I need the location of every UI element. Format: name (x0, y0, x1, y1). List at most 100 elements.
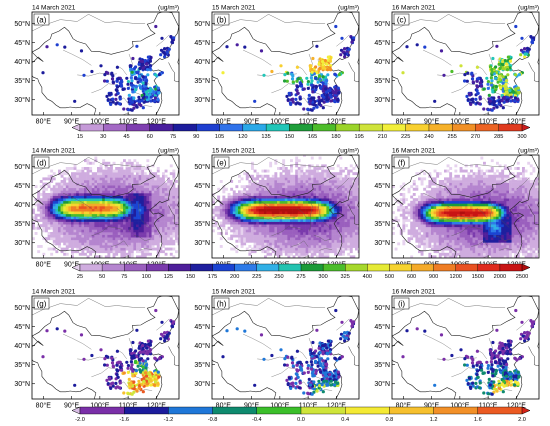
site-dot (471, 97, 475, 101)
site-dot (152, 90, 156, 94)
field-cell (99, 203, 103, 207)
site-dot (501, 63, 505, 67)
field-cell (305, 180, 309, 183)
field-cell (167, 190, 171, 194)
field-cell (112, 211, 116, 215)
field-cell (292, 216, 296, 220)
field-cell (344, 206, 348, 209)
field-cell (305, 234, 309, 238)
field-cell (402, 224, 406, 228)
field-cell (146, 229, 150, 233)
field-cell (55, 185, 59, 189)
field-cell (162, 208, 165, 212)
field-cell (271, 224, 275, 228)
field-cell (104, 255, 108, 258)
field-cell (253, 198, 257, 202)
field-cell (339, 252, 343, 256)
field-cell (269, 177, 273, 181)
field-cell (264, 226, 267, 230)
field-cell (266, 252, 270, 256)
field-cell (347, 190, 351, 194)
field-cell (261, 182, 265, 186)
field-cell (334, 187, 338, 191)
field-cell (352, 255, 356, 258)
map-panel: (e)15 March 2021 (ug/m³)50°N45°N40°N35°N3… (194, 148, 360, 269)
field-cell (292, 247, 296, 251)
field-cell (305, 250, 309, 254)
panel-label-box (213, 13, 230, 26)
field-cell (428, 226, 432, 230)
site-dot (73, 99, 77, 103)
field-cell (418, 200, 421, 204)
field-cell (167, 213, 171, 217)
field-cell (336, 177, 340, 181)
field-cell (146, 224, 150, 228)
site-dot (501, 60, 505, 64)
field-cell (58, 216, 61, 220)
field-cell (107, 245, 111, 248)
field-cell (428, 252, 432, 256)
field-cell (146, 242, 150, 246)
field-cell (347, 245, 351, 248)
field-cell (331, 239, 335, 243)
field-cell (89, 219, 93, 222)
site-dot (347, 47, 351, 51)
field-cell (136, 216, 139, 220)
field-cell (336, 224, 340, 228)
field-cell (436, 172, 440, 176)
field-cell (342, 211, 345, 215)
field-cell (81, 195, 85, 199)
field-cell (60, 213, 64, 217)
field-cell (329, 187, 332, 191)
site-dot (130, 79, 134, 83)
field-cell (336, 234, 340, 238)
field-cell (292, 174, 296, 178)
site-dot (154, 73, 158, 77)
province-border (77, 215, 117, 220)
field-cell (172, 177, 176, 181)
field-cell (347, 172, 351, 176)
field-cell (102, 200, 106, 204)
site-dot (163, 52, 167, 56)
field-cell (243, 216, 247, 220)
field-cell (123, 203, 126, 207)
field-cell (128, 180, 132, 183)
province-border (482, 112, 491, 115)
field-cell (303, 182, 306, 186)
field-cell (303, 224, 306, 228)
field-cell (58, 224, 61, 228)
lon-tick-label: 80°E (216, 118, 232, 126)
field-cell (310, 219, 314, 222)
field-cell (65, 242, 69, 246)
field-cell (271, 182, 275, 186)
field-cell (117, 193, 121, 196)
site-dot (146, 73, 150, 77)
field-cell (256, 172, 260, 176)
field-cell (123, 232, 126, 235)
field-cell (138, 203, 142, 207)
field-cell (177, 242, 179, 246)
field-cell (60, 211, 64, 215)
field-cell (91, 172, 95, 176)
lon-tick-label: 100°E (450, 118, 469, 126)
field-cell (230, 213, 234, 217)
site-dot (145, 98, 149, 102)
field-cell (300, 203, 304, 207)
field-cell (128, 203, 132, 207)
field-cell (65, 252, 69, 256)
field-cell (37, 213, 41, 217)
site-dot (516, 86, 520, 90)
site-dot (343, 52, 347, 56)
field-cell (425, 203, 429, 207)
field-cell (412, 219, 416, 222)
site-dot (308, 99, 312, 103)
field-cell (316, 198, 319, 202)
field-cell (164, 237, 168, 241)
field-cell (123, 247, 126, 251)
field-cell (115, 229, 119, 233)
field-cell (300, 234, 304, 238)
field-cell (352, 172, 356, 176)
field-cell (264, 219, 267, 222)
field-cell (256, 234, 260, 238)
field-cell (418, 237, 421, 241)
